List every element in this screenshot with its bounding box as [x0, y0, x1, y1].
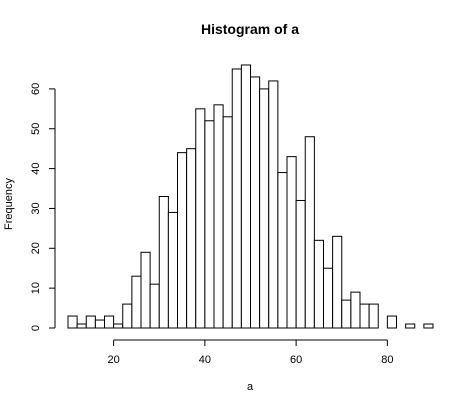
x-axis: 20 40 60 80 — [108, 339, 394, 366]
histogram-bar — [359, 303, 370, 329]
histogram-bar — [240, 64, 251, 329]
y-tick-label: 10 — [30, 282, 42, 294]
histogram-bar — [405, 323, 416, 329]
histogram-bar — [313, 239, 324, 329]
bars-group — [67, 64, 434, 329]
x-tick-label: 60 — [290, 354, 302, 366]
histogram-bar — [259, 88, 270, 329]
histogram-bar — [386, 315, 397, 329]
histogram-bar — [104, 315, 115, 329]
histogram-bar — [167, 211, 178, 329]
histogram-bar — [268, 80, 279, 329]
histogram-bar — [186, 148, 197, 329]
histogram-bar — [204, 120, 215, 329]
chart-title: Histogram of a — [201, 21, 299, 37]
y-tick-label: 20 — [30, 242, 42, 254]
histogram-bar — [149, 283, 160, 329]
histogram-bar — [423, 323, 434, 329]
histogram-bar — [368, 303, 379, 329]
histogram-bar — [250, 76, 261, 329]
histogram-bar — [286, 156, 297, 329]
y-axis: 0 10 20 30 40 50 60 — [30, 83, 56, 331]
histogram-bar — [195, 108, 206, 329]
histogram-bar — [213, 104, 224, 329]
y-axis-label: Frequency — [3, 178, 15, 230]
histogram-bar — [140, 251, 151, 329]
histogram-bar — [222, 116, 233, 329]
histogram-bar — [304, 136, 315, 329]
histogram-bar — [177, 152, 188, 329]
histogram-bar — [76, 323, 87, 329]
histogram-bar — [85, 315, 96, 329]
histogram-bar — [323, 267, 334, 329]
x-tick-label: 40 — [199, 354, 211, 366]
x-tick-label: 20 — [108, 354, 120, 366]
histogram-bar — [158, 195, 169, 329]
y-tick-label: 60 — [30, 83, 42, 95]
histogram-bar — [332, 235, 343, 329]
x-tick-label: 80 — [381, 354, 393, 366]
histogram-bar — [231, 68, 242, 329]
histogram-bar — [131, 275, 142, 329]
histogram-bar — [113, 323, 124, 329]
x-axis-label: a — [247, 381, 254, 393]
histogram-bar — [341, 299, 352, 329]
histogram-bar — [67, 315, 78, 329]
histogram-bar — [122, 303, 133, 329]
y-tick-label: 0 — [30, 325, 42, 331]
y-tick-label: 50 — [30, 123, 42, 135]
histogram-bar — [350, 291, 361, 329]
y-tick-label: 30 — [30, 202, 42, 214]
y-tick-label: 40 — [30, 162, 42, 174]
histogram-bar — [277, 172, 288, 329]
histogram-bar — [94, 319, 105, 329]
histogram-bar — [295, 199, 306, 329]
